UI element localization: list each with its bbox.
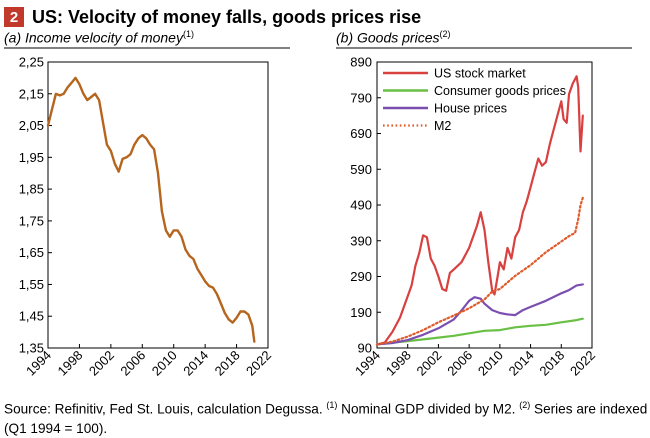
- series-line-stock: [375, 75, 584, 346]
- x-tick-label: 2018: [212, 348, 243, 379]
- panel-a-note: (1): [182, 29, 194, 39]
- series-line-consumer: [375, 317, 584, 346]
- y-tick-label: 1,35: [19, 341, 44, 356]
- x-tick-label: 2010: [149, 348, 180, 379]
- legend-label-house: House prices: [434, 102, 507, 116]
- legend-label-m2: M2: [434, 119, 451, 133]
- footnote-mark-1: (1): [326, 400, 338, 410]
- panel-b-note: (2): [439, 29, 451, 39]
- panel-a-subtitle: (a) Income velocity of money(1): [4, 29, 194, 46]
- y-tick-label: 490: [350, 198, 372, 213]
- legend-label-stock: US stock market: [434, 67, 526, 81]
- legend: US stock market Consumer goods prices Hous…: [383, 67, 566, 133]
- x-tick-label: 2006: [444, 348, 475, 379]
- y-tick-label: 890: [350, 55, 372, 70]
- y-tick-label: 690: [350, 126, 372, 141]
- x-tick-label: 2002: [413, 348, 444, 379]
- series-line-house: [375, 283, 584, 346]
- panel-b-subtitle: (b) Goods prices(2): [336, 29, 450, 46]
- chart-title: US: Velocity of money falls, goods price…: [32, 6, 422, 27]
- y-tick-label: 590: [350, 162, 372, 177]
- footnote-text-3: Series are indexed (Q1 1994 = 100).: [4, 401, 648, 436]
- y-tick-label: 2,25: [19, 55, 44, 70]
- series-line-velocity: [46, 76, 256, 343]
- x-tick-label: 2022: [243, 348, 274, 379]
- figure-number-badge: 2: [4, 7, 24, 27]
- x-tick-label: 2010: [475, 348, 506, 379]
- y-tick-label: 790: [350, 90, 372, 105]
- y-tick-label: 1,95: [19, 150, 44, 165]
- x-tick-label: 2022: [567, 348, 598, 379]
- y-tick-label: 2,15: [19, 86, 44, 101]
- y-tick-label: 1,75: [19, 213, 44, 228]
- x-tick-label: 1998: [383, 348, 414, 379]
- y-tick-label: 390: [350, 233, 372, 248]
- y-tick-label: 2,05: [19, 118, 44, 133]
- y-tick-label: 190: [350, 305, 372, 320]
- chart-title-row: 2 US: Velocity of money falls, goods pri…: [4, 6, 421, 28]
- x-tick-label: 2018: [536, 348, 567, 379]
- chart-panel-a: 1,35 1,45 1,55 1,65 1,75 1,85 1,95 2,05 2,15 2,25…: [4, 47, 290, 379]
- y-tick-label: 1,55: [19, 277, 44, 292]
- x-tick-label: 2006: [117, 348, 148, 379]
- footnote-mark-2: (2): [519, 400, 531, 410]
- x-tick-label: 1998: [54, 348, 85, 379]
- x-tick-label: 2002: [86, 348, 117, 379]
- y-tick-label: 90: [358, 341, 372, 356]
- panel-a-subtitle-text: (a) Income velocity of money: [4, 29, 183, 46]
- y-tick-label: 1,65: [19, 245, 44, 260]
- x-tick-label: 2014: [180, 348, 211, 379]
- plot-frame: [47, 61, 269, 349]
- legend-label-consumer: Consumer goods prices: [434, 84, 566, 98]
- series-line-m2: [375, 196, 584, 346]
- footnote-text-2: Nominal GDP divided by M2.: [337, 401, 520, 417]
- source-footnote: Source: Refinitiv, Fed St. Louis, calcul…: [4, 396, 648, 438]
- panel-b-subtitle-text: (b) Goods prices: [336, 29, 440, 46]
- y-tick-label: 290: [350, 269, 372, 284]
- y-tick-label: 1,45: [19, 309, 44, 324]
- x-tick-label: 2014: [506, 348, 537, 379]
- footnote-text-1: Source: Refinitiv, Fed St. Louis, calcul…: [4, 401, 327, 417]
- y-tick-label: 1,85: [19, 182, 44, 197]
